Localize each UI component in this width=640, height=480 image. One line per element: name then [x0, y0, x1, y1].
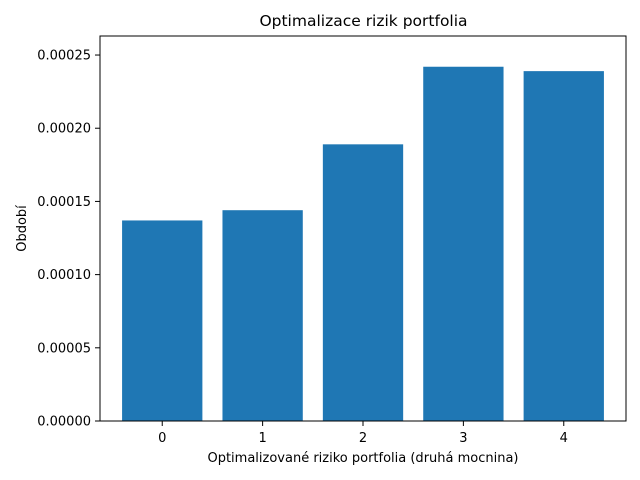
y-tick-label-5: 0.00025 — [37, 49, 91, 64]
chart-title: Optimalizace rizik portfolia — [259, 12, 467, 30]
x-tick-label-2: 2 — [359, 431, 367, 446]
bar-3 — [423, 66, 504, 422]
y-tick-label-4: 0.00020 — [37, 122, 91, 137]
bar-1 — [222, 210, 303, 421]
plot-frame — [99, 35, 627, 422]
x-tick-label-0: 0 — [158, 431, 166, 446]
y-tick-label-0: 0.00000 — [37, 415, 91, 430]
y-tick-label-1: 0.00005 — [37, 341, 91, 356]
y-axis-label: Období — [15, 205, 30, 252]
y-tick-label-3: 0.00015 — [37, 195, 91, 210]
bar-4 — [523, 71, 604, 421]
plot-area: 0 1 2 3 4 0.00000 0.00005 0.00010 0.00015 0.0002… — [37, 35, 627, 446]
bars-group — [122, 66, 604, 422]
bar-2 — [322, 144, 404, 421]
x-axis-label: Optimalizované riziko portfolia (druhá m… — [207, 451, 518, 466]
bar-0 — [122, 220, 203, 421]
y-axis-ticks: 0.00000 0.00005 0.00010 0.00015 0.00020 0.000… — [37, 49, 100, 430]
x-axis-ticks: 0 1 2 3 4 — [158, 421, 568, 446]
y-tick-label-2: 0.00010 — [37, 268, 91, 283]
x-tick-label-1: 1 — [258, 431, 266, 446]
x-tick-label-4: 4 — [560, 431, 568, 446]
x-tick-label-3: 3 — [459, 431, 467, 446]
